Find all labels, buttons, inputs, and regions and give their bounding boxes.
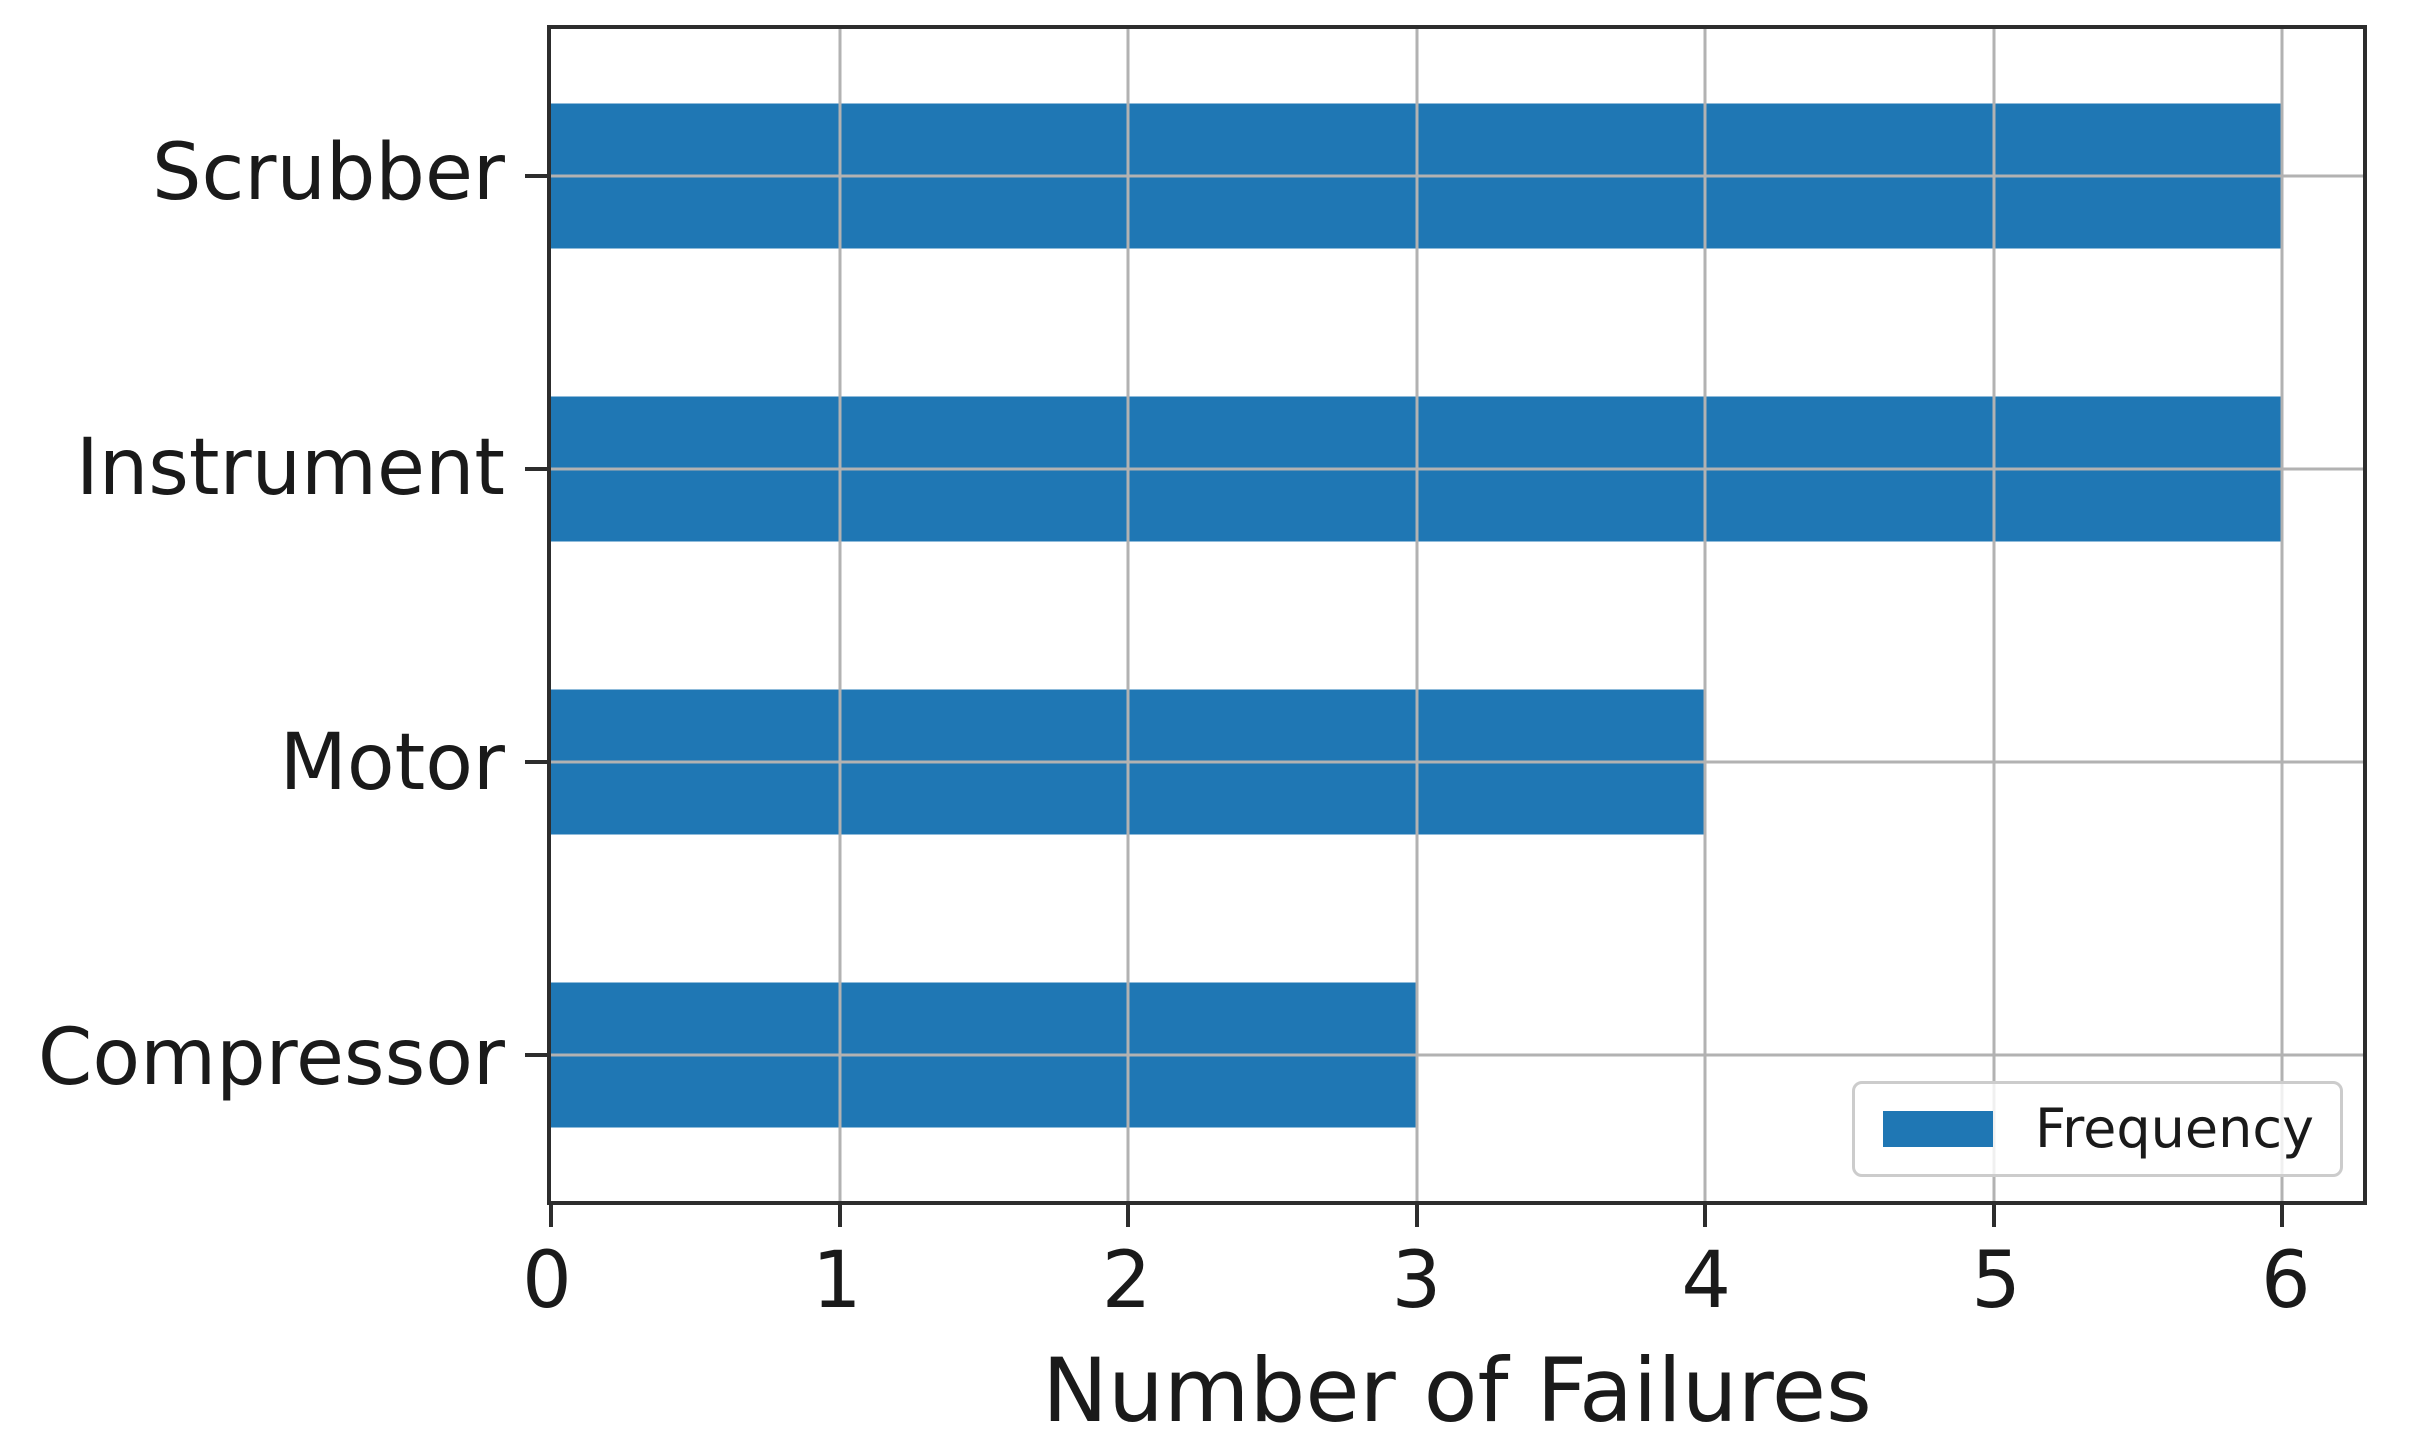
x-tick-mark <box>1991 1205 1996 1227</box>
y-tick-label-compressor: Compressor <box>37 1012 505 1103</box>
x-tick-mark <box>837 1205 842 1227</box>
plot-area: Frequency <box>525 25 2367 1227</box>
legend-swatch <box>1883 1111 1994 1147</box>
grid-layer <box>551 29 2363 1201</box>
legend-label: Frequency <box>2035 1097 2314 1160</box>
x-tick-mark <box>1703 1205 1708 1227</box>
gridline-y <box>551 1053 2363 1056</box>
gridline-x <box>2280 29 2284 1201</box>
gridline-y <box>551 174 2363 177</box>
x-tick-mark <box>1414 1205 1419 1227</box>
gridline-x <box>1703 29 1707 1201</box>
y-tick-mark <box>525 173 547 178</box>
gridline-x <box>1415 29 1419 1201</box>
y-tick-mark <box>525 759 547 764</box>
x-tick-mark <box>1126 1205 1131 1227</box>
y-tick-label-instrument: Instrument <box>75 422 505 513</box>
x-axis-title: Number of Failures <box>1042 1338 1872 1442</box>
gridline-x <box>1126 29 1130 1201</box>
gridline-x <box>838 29 842 1201</box>
x-tick-mark <box>549 1205 553 1227</box>
x-tick-mark <box>2280 1205 2285 1227</box>
gridline-y <box>551 760 2363 763</box>
legend: Frequency <box>1852 1081 2343 1177</box>
y-tick-mark <box>525 466 547 471</box>
gridline-y <box>551 467 2363 470</box>
y-tick-label-scrubber: Scrubber <box>152 127 505 218</box>
y-axis-labels: Scrubber Instrument Motor Compressor <box>0 25 505 1205</box>
y-tick-label-motor: Motor <box>279 717 505 808</box>
y-tick-mark <box>525 1052 547 1057</box>
gridline-x <box>1992 29 1996 1201</box>
x-axis-tick-labels: 0 1 2 3 4 5 6 <box>522 1236 2311 1326</box>
